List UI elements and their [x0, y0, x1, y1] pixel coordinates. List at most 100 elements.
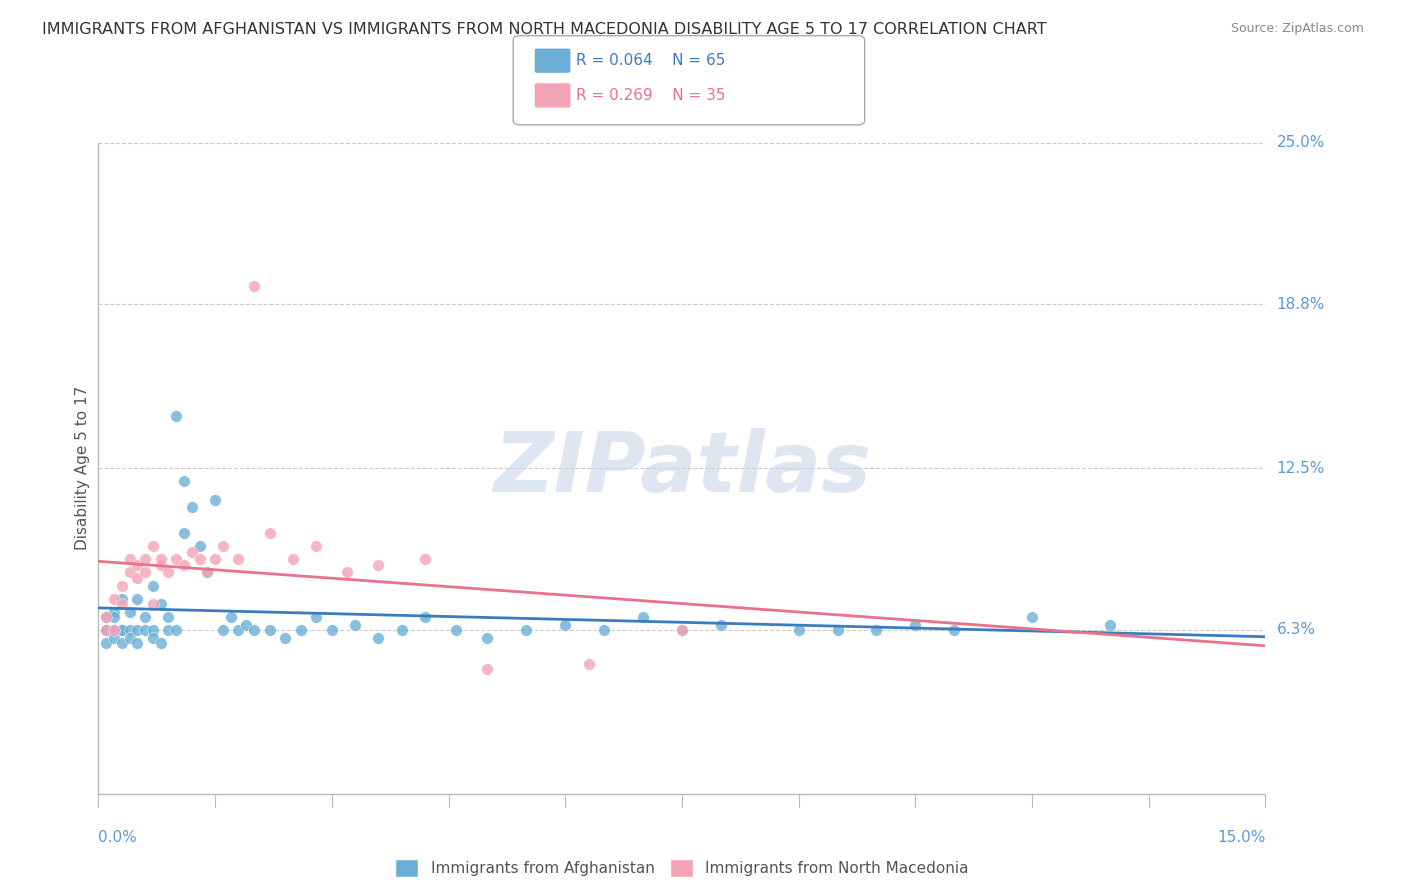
Point [212, 540, 235, 554]
Point [142, 631, 165, 645]
Point [118, 552, 141, 566]
Point [274, 631, 297, 645]
Point [1098, 617, 1121, 632]
Point [554, 617, 576, 632]
Text: R = 0.064    N = 65: R = 0.064 N = 65 [576, 54, 725, 68]
Point [195, 566, 218, 580]
Point [367, 558, 389, 572]
Point [127, 623, 149, 637]
Text: Source: ZipAtlas.com: Source: ZipAtlas.com [1230, 22, 1364, 36]
Point [134, 566, 156, 580]
Point [96, 636, 118, 650]
Point [149, 552, 172, 566]
Point [259, 526, 281, 541]
Point [212, 623, 235, 637]
Text: IMMIGRANTS FROM AFGHANISTAN VS IMMIGRANTS FROM NORTH MACEDONIA DISABILITY AGE 5 : IMMIGRANTS FROM AFGHANISTAN VS IMMIGRANT… [42, 22, 1047, 37]
Point [204, 552, 226, 566]
Point [204, 492, 226, 507]
Point [111, 636, 134, 650]
Point [671, 623, 693, 637]
Point [710, 617, 733, 632]
Legend: Immigrants from Afghanistan, Immigrants from North Macedonia: Immigrants from Afghanistan, Immigrants … [395, 859, 969, 878]
Point [290, 623, 312, 637]
Point [391, 623, 413, 637]
Point [188, 552, 211, 566]
Point [305, 540, 328, 554]
Point [631, 609, 654, 624]
Point [173, 526, 195, 541]
Point [111, 623, 134, 637]
Text: 18.8%: 18.8% [1277, 297, 1324, 311]
Point [111, 597, 134, 611]
Point [413, 552, 436, 566]
Point [142, 597, 165, 611]
Point [943, 623, 966, 637]
Point [477, 631, 499, 645]
Point [149, 558, 172, 572]
Point [228, 623, 250, 637]
Text: ZIPatlas: ZIPatlas [494, 428, 870, 508]
Y-axis label: Disability Age 5 to 17: Disability Age 5 to 17 [75, 386, 90, 550]
Point [103, 623, 125, 637]
Text: R = 0.269    N = 35: R = 0.269 N = 35 [576, 88, 725, 103]
Point [111, 591, 134, 606]
Point [305, 609, 328, 624]
Text: 6.3%: 6.3% [1277, 623, 1316, 637]
Point [515, 623, 537, 637]
Point [446, 623, 468, 637]
Point [96, 609, 118, 624]
Point [157, 566, 180, 580]
Point [149, 597, 172, 611]
Point [180, 500, 202, 515]
Point [228, 552, 250, 566]
Point [321, 623, 343, 637]
Point [111, 578, 134, 592]
Point [413, 609, 436, 624]
Point [243, 623, 266, 637]
Point [96, 623, 118, 637]
Point [671, 623, 693, 637]
Point [142, 578, 165, 592]
Point [865, 623, 887, 637]
Text: 15.0%: 15.0% [1218, 830, 1265, 845]
Point [157, 623, 180, 637]
Point [134, 623, 156, 637]
Point [103, 605, 125, 619]
Point [118, 605, 141, 619]
Point [173, 558, 195, 572]
Point [149, 636, 172, 650]
Point [127, 558, 149, 572]
Point [103, 623, 125, 637]
Point [111, 623, 134, 637]
Point [1021, 609, 1043, 624]
Point [96, 623, 118, 637]
Point [243, 279, 266, 293]
Point [118, 623, 141, 637]
Point [367, 631, 389, 645]
Point [344, 617, 367, 632]
Point [103, 631, 125, 645]
Point [195, 566, 218, 580]
Point [281, 552, 304, 566]
Point [235, 617, 257, 632]
Point [578, 657, 600, 671]
Point [787, 623, 810, 637]
Point [134, 609, 156, 624]
Point [173, 475, 195, 489]
Point [180, 544, 202, 558]
Point [219, 609, 242, 624]
Point [127, 636, 149, 650]
Point [165, 623, 187, 637]
Point [96, 623, 118, 637]
Point [118, 631, 141, 645]
Point [103, 591, 125, 606]
Point [188, 540, 211, 554]
Point [142, 540, 165, 554]
Text: 0.0%: 0.0% [98, 830, 138, 845]
Text: 25.0%: 25.0% [1277, 136, 1324, 150]
Text: 12.5%: 12.5% [1277, 461, 1324, 475]
Point [477, 662, 499, 676]
Point [157, 609, 180, 624]
Point [165, 409, 187, 424]
Point [336, 566, 359, 580]
